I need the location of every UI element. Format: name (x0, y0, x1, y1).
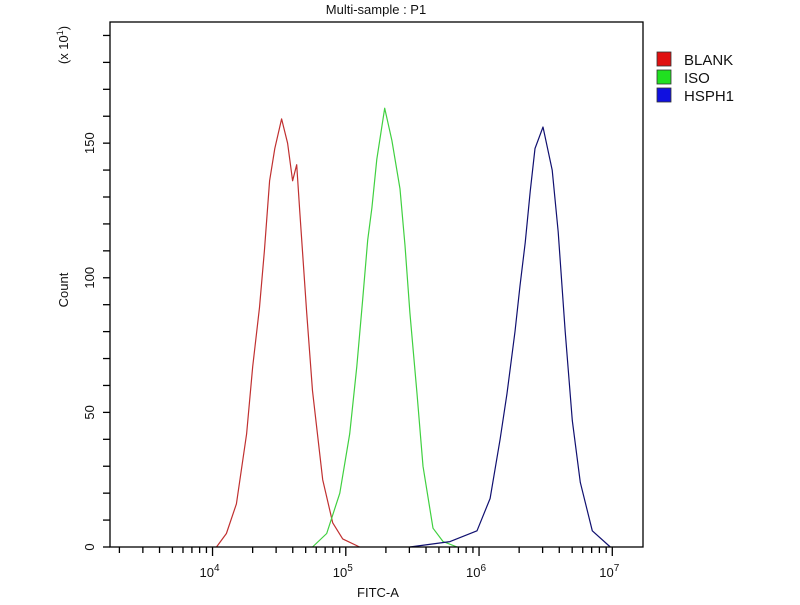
series-iso-line (312, 107, 458, 548)
legend-swatch-iso (656, 69, 672, 85)
y-tick-label: 0 (82, 543, 97, 550)
series-blank-line (216, 118, 360, 548)
legend-swatch-blank (656, 51, 672, 67)
x-axis-label: FITC-A (357, 585, 399, 600)
y-multiplier-label: (x 101) (55, 26, 71, 64)
x-tick-label: 104 (200, 563, 220, 580)
x-tick-label: 106 (466, 563, 486, 580)
x-tick-label: 105 (333, 563, 353, 580)
chart-title: Multi-sample : P1 (326, 2, 426, 17)
plot-frame (109, 21, 644, 548)
x-tick-label: 107 (599, 563, 619, 580)
legend-label-iso: ISO (684, 70, 710, 87)
series-hsph1-line (409, 126, 611, 548)
y-tick-label: 100 (82, 267, 97, 289)
legend-swatch-hsph1 (656, 87, 672, 103)
y-tick-label: 150 (82, 132, 97, 154)
y-tick-label: 50 (82, 405, 97, 419)
legend-label-blank: BLANK (684, 52, 733, 69)
legend-label-hsph1: HSPH1 (684, 88, 734, 105)
y-axis-label: Count (56, 272, 71, 307)
